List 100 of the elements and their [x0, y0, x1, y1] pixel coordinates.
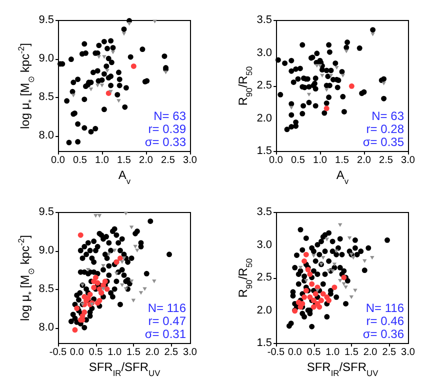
- point: [105, 69, 110, 73]
- point: [114, 92, 120, 98]
- x-tick-label: 1.5: [335, 155, 350, 166]
- point: [324, 88, 329, 92]
- x-tick-label: 0.5: [291, 155, 306, 166]
- annotation: r= 0.47: [148, 314, 186, 328]
- point: [128, 54, 134, 60]
- point: [102, 55, 106, 59]
- x-tick-label: 3.0: [401, 347, 416, 358]
- point: [130, 64, 136, 69]
- x-tick-label: 2.0: [145, 347, 160, 358]
- point: [70, 80, 76, 86]
- annotation: σ= 0.35: [362, 135, 404, 149]
- point: [302, 258, 308, 264]
- annotation: r= 0.46: [366, 314, 404, 328]
- x-tick-label: 3.0: [183, 155, 198, 166]
- point: [78, 232, 84, 238]
- x-tick-label: 1.5: [126, 347, 141, 358]
- point: [108, 38, 114, 44]
- point: [95, 84, 100, 88]
- point: [328, 74, 334, 78]
- x-tick-label: 1.5: [117, 155, 132, 166]
- x-tick-label: 2.0: [139, 155, 154, 166]
- point: [326, 269, 331, 273]
- point: [117, 256, 123, 261]
- point: [321, 256, 326, 260]
- x-tick-label: 1.0: [313, 155, 328, 166]
- point: [124, 212, 128, 216]
- point: [82, 294, 88, 300]
- point: [338, 278, 342, 283]
- point: [320, 74, 324, 78]
- point: [92, 274, 98, 280]
- point: [152, 20, 157, 24]
- point: [86, 268, 90, 272]
- annotation: σ= 0.31: [144, 327, 186, 341]
- point: [318, 298, 324, 304]
- point: [304, 278, 308, 283]
- point: [101, 38, 107, 44]
- point: [101, 106, 107, 112]
- x-tick-label: 3.0: [183, 347, 198, 358]
- point: [92, 126, 98, 132]
- x-axis-title: A$_{v}$: [118, 168, 132, 186]
- annotation: σ= 0.33: [144, 135, 186, 149]
- y-tick-label: 9.5: [38, 14, 54, 26]
- point: [152, 280, 156, 284]
- point: [101, 287, 106, 291]
- point: [110, 45, 116, 50]
- point: [140, 46, 146, 52]
- y-tick-label: 3.0: [256, 238, 272, 251]
- point: [66, 140, 72, 146]
- y-tick-label: 2.5: [256, 272, 272, 284]
- point: [142, 287, 147, 291]
- point: [94, 68, 100, 74]
- annotation: r= 0.28: [366, 122, 404, 136]
- x-tick-label: 2.0: [357, 155, 372, 166]
- point: [309, 281, 315, 287]
- y-tick-label: 9.5: [38, 206, 54, 218]
- point: [108, 74, 114, 79]
- y-tick-label: 1.5: [256, 145, 272, 157]
- x-tick-label: 1.5: [344, 347, 359, 358]
- point: [96, 42, 102, 48]
- y-tick-label: 2.0: [256, 304, 272, 316]
- point: [108, 60, 114, 66]
- point: [306, 92, 312, 97]
- y-tick-label: 1.5: [256, 337, 272, 349]
- point: [97, 214, 102, 218]
- point: [129, 226, 134, 230]
- point: [82, 96, 88, 102]
- point: [122, 32, 126, 36]
- x-tick-label: 0.0: [70, 347, 84, 358]
- y-tick-label: 8.0: [38, 322, 54, 334]
- annotation: N= 116: [366, 301, 404, 315]
- x-tick-label: 0.5: [88, 347, 104, 358]
- point: [94, 214, 98, 218]
- point: [340, 74, 345, 78]
- x-tick-label: 0.0: [51, 155, 66, 166]
- x-axis-title: SFR$_{IR}$/SFR$_{UV}$: [306, 360, 379, 378]
- point: [164, 70, 168, 74]
- y-tick-label: 3.5: [256, 14, 272, 26]
- point: [131, 298, 136, 302]
- point: [82, 41, 88, 47]
- point: [110, 50, 116, 54]
- point: [75, 121, 81, 127]
- x-tick-label: 1.0: [326, 347, 340, 358]
- point: [71, 94, 76, 98]
- x-tick-label: 3.0: [401, 155, 416, 166]
- point: [116, 70, 122, 76]
- point: [370, 256, 374, 260]
- point: [330, 269, 335, 273]
- point: [349, 295, 354, 299]
- point: [332, 284, 338, 290]
- point: [324, 106, 330, 112]
- point: [94, 300, 100, 306]
- annotation: N= 116: [148, 301, 186, 315]
- annotation: σ= 0.36: [362, 327, 404, 341]
- point: [82, 125, 88, 131]
- y-tick-label: 3.5: [256, 206, 272, 218]
- x-tick-label: -0.5: [49, 347, 68, 358]
- point: [320, 291, 326, 297]
- annotation: N= 63: [372, 109, 404, 123]
